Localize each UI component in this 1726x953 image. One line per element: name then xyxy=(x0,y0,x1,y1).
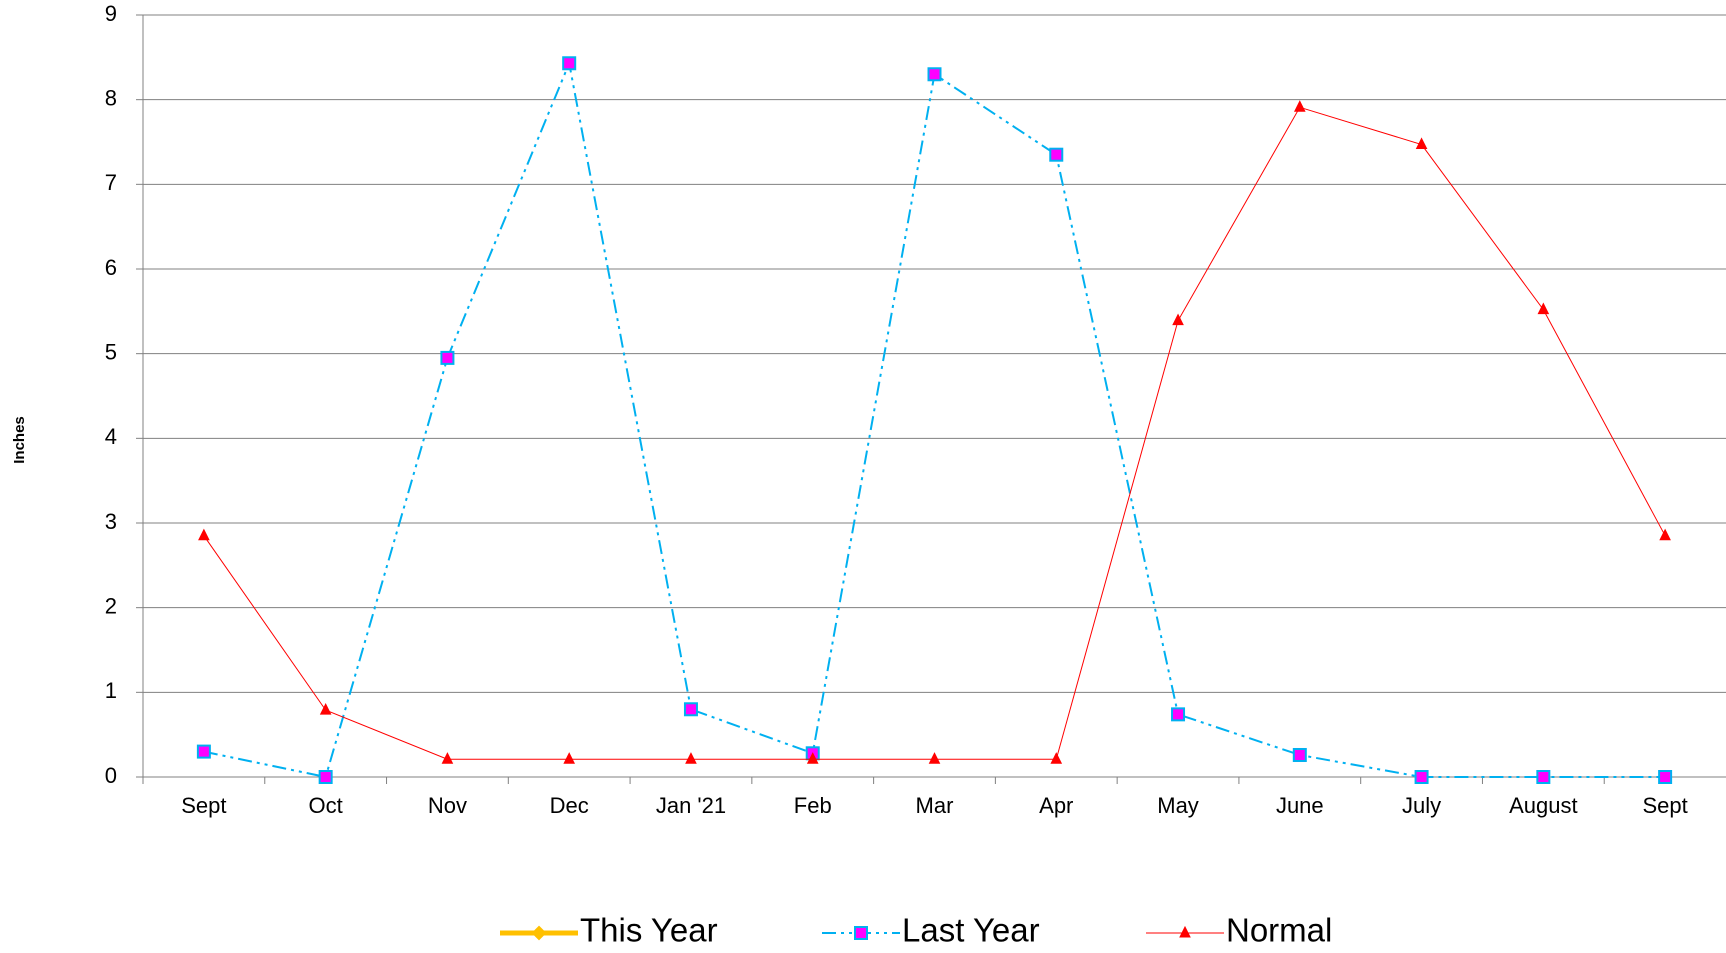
legend-label: This Year xyxy=(580,912,718,949)
x-tick-label: Jan '21 xyxy=(656,793,726,818)
point xyxy=(1171,707,1186,722)
point xyxy=(806,752,819,764)
point xyxy=(1414,770,1429,784)
legend-label: Last Year xyxy=(902,912,1040,949)
point xyxy=(1172,313,1184,326)
x-tick-label: Sept xyxy=(1642,793,1687,818)
point xyxy=(1658,770,1673,784)
y-tick-label: 2 xyxy=(105,593,117,618)
point xyxy=(563,752,576,764)
point xyxy=(441,752,454,764)
point xyxy=(531,925,547,941)
y-tick-label: 7 xyxy=(105,170,117,195)
point xyxy=(1179,925,1191,938)
point xyxy=(1415,137,1428,150)
y-axis-label: Inches xyxy=(11,416,28,464)
x-tick-label: May xyxy=(1157,793,1199,818)
x-tick-label: Dec xyxy=(550,793,589,818)
x-tick-label: Oct xyxy=(309,793,343,818)
y-tick-label: 4 xyxy=(105,424,117,449)
y-tick-label: 5 xyxy=(105,339,117,364)
point xyxy=(1050,752,1063,764)
point xyxy=(1292,747,1307,762)
point xyxy=(854,926,868,940)
y-tick-label: 3 xyxy=(105,509,117,534)
y-tick-label: 6 xyxy=(105,255,117,280)
legend-label: Normal xyxy=(1226,912,1332,949)
point xyxy=(198,528,210,541)
x-tick-label: July xyxy=(1402,793,1441,818)
x-tick-label: Apr xyxy=(1039,793,1073,818)
point xyxy=(319,702,332,715)
point xyxy=(1294,100,1306,112)
x-tick-label: Nov xyxy=(428,793,467,818)
y-tick-label: 0 xyxy=(105,763,117,788)
point xyxy=(685,752,697,764)
y-tick-label: 8 xyxy=(105,85,117,110)
point xyxy=(1049,147,1064,162)
y-tick-label: 1 xyxy=(105,678,117,703)
point xyxy=(928,752,941,764)
point xyxy=(1537,302,1550,315)
series-line xyxy=(203,106,1666,760)
x-tick-label: June xyxy=(1276,793,1324,818)
point xyxy=(1659,528,1671,541)
x-tick-label: Mar xyxy=(916,793,954,818)
point xyxy=(562,56,577,71)
point xyxy=(196,744,211,759)
point xyxy=(927,67,942,82)
point xyxy=(1536,770,1551,784)
x-tick-label: Feb xyxy=(794,793,832,818)
series-line xyxy=(203,59,1666,779)
x-tick-label: August xyxy=(1509,793,1578,818)
point xyxy=(440,350,455,365)
point xyxy=(683,702,698,717)
point xyxy=(318,770,333,784)
y-tick-label: 9 xyxy=(105,1,117,26)
x-tick-label: Sept xyxy=(181,793,226,818)
